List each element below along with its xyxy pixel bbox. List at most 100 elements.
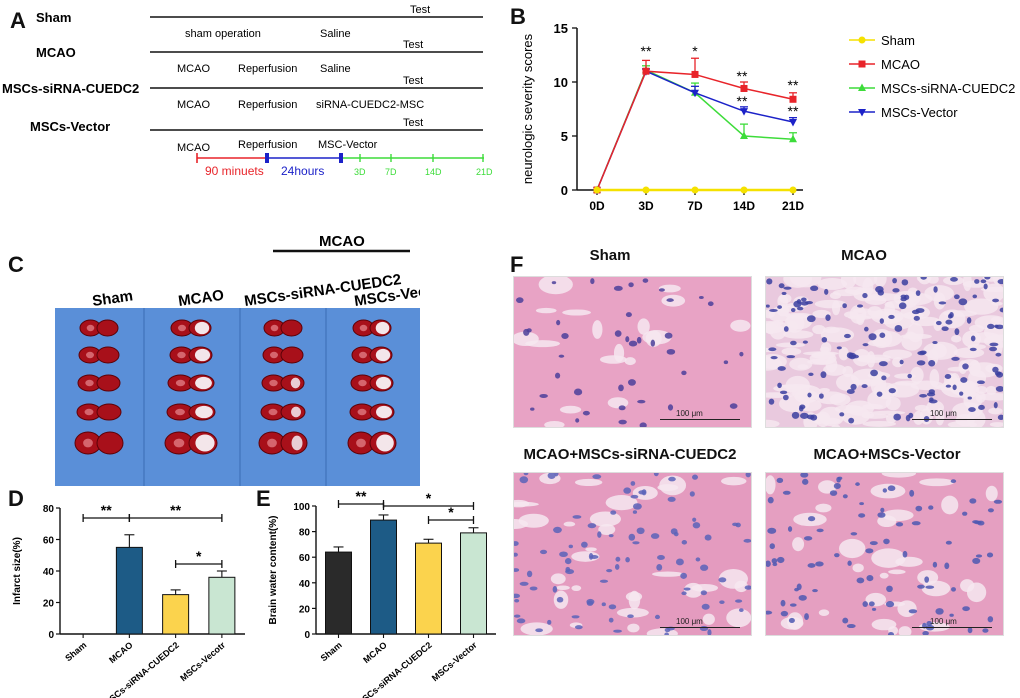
histology-nucleus — [807, 563, 816, 568]
histology-nucleus — [992, 366, 999, 373]
histology-nucleus — [625, 312, 632, 318]
chart-e-xtick-label: Sham — [319, 640, 344, 663]
chart-b-legend-marker — [858, 109, 866, 117]
histology-nucleus — [794, 587, 799, 592]
histology-nucleus — [514, 568, 520, 572]
brain-ventricle — [173, 438, 185, 448]
histology-vacuole — [784, 312, 813, 319]
histology-nucleus — [901, 279, 909, 286]
chart-b-point — [789, 118, 797, 127]
histology-nucleus — [980, 279, 987, 284]
histology-vacuole — [605, 494, 638, 511]
histology-nucleus — [928, 360, 936, 367]
histology-nucleus — [700, 590, 708, 596]
chart-e-xtick-label: MCAO — [361, 640, 388, 665]
histology-vacuole — [941, 495, 959, 515]
histology-nucleus — [950, 277, 958, 282]
event-sirna-mcao: MCAO — [177, 99, 210, 111]
panel-letter-b: B — [510, 4, 526, 29]
histology-vacuole — [985, 485, 998, 502]
row-test-sham: Test — [410, 4, 430, 16]
histology-vacuole — [702, 613, 715, 625]
histology-vacuole — [881, 473, 917, 478]
histology-nucleus — [848, 417, 855, 424]
panel-letter-f: F — [510, 252, 524, 277]
histology-vacuole — [607, 397, 629, 409]
histology-nucleus — [944, 373, 952, 380]
histology-nucleus — [887, 631, 895, 635]
brain-infarct — [375, 348, 391, 362]
histology-nucleus — [995, 352, 1002, 357]
histo-label-mcao: MCAO — [841, 247, 887, 264]
histology-image-mcao — [765, 276, 1004, 428]
histology-nucleus — [664, 332, 673, 339]
histology-nucleus — [551, 281, 557, 285]
histology-vacuole — [589, 511, 621, 527]
brain-ventricle — [175, 379, 186, 387]
histology-nucleus — [766, 304, 770, 308]
histology-vacuole — [625, 591, 643, 602]
histology-nucleus — [673, 531, 679, 537]
brain-slice-right — [96, 431, 124, 455]
histology-nucleus — [656, 564, 663, 571]
chart-b-ylabel: neurologic severity scores — [520, 33, 535, 184]
histology-nucleus — [917, 584, 925, 589]
chart-d-sig-label: ** — [101, 502, 112, 518]
histology-nucleus — [883, 538, 890, 545]
histology-vacuole — [885, 396, 901, 411]
histology-nucleus — [989, 342, 999, 347]
histology-nucleus — [869, 541, 878, 546]
chart-b-ytick-label: 10 — [554, 75, 568, 90]
brain-infarct — [376, 434, 394, 452]
panel-letter-a: A — [10, 8, 26, 33]
histology-nucleus — [777, 305, 782, 309]
histology-nucleus — [681, 540, 688, 545]
histology-vacuole — [848, 315, 873, 320]
histology-nucleus — [938, 301, 947, 305]
histology-vacuole — [892, 356, 904, 368]
histology-nucleus — [892, 277, 897, 284]
histology-vacuole — [829, 292, 842, 299]
histology-vacuole — [968, 360, 981, 377]
histology-nucleus — [719, 600, 725, 604]
chart-d-sig-label: ** — [170, 502, 181, 518]
scale-text-2: 100 μm — [930, 409, 957, 418]
scale-text-1: 100 μm — [676, 409, 703, 418]
histology-nucleus — [539, 393, 548, 399]
histology-nucleus — [637, 399, 646, 404]
histology-nucleus — [555, 372, 561, 379]
histology-nucleus — [556, 596, 564, 603]
row-test-mcao: Test — [403, 39, 423, 51]
histology-nucleus — [636, 527, 645, 535]
chart-b-ytick-label: 15 — [554, 21, 568, 36]
chart-b-legend-label: MSCs-siRNA-CUEDC2 — [881, 81, 1015, 96]
histology-nucleus — [850, 383, 857, 391]
histology-nucleus — [949, 613, 954, 617]
histology-nucleus — [556, 319, 561, 326]
histology-nucleus — [887, 485, 896, 492]
histology-vacuole — [544, 420, 565, 427]
scale-text-4: 100 μm — [930, 617, 957, 626]
histology-vacuole — [562, 309, 591, 316]
histology-nucleus — [780, 599, 786, 607]
histology-nucleus — [796, 299, 802, 304]
histology-vacuole — [839, 538, 866, 559]
histology-nucleus — [658, 288, 665, 292]
histology-nucleus — [987, 616, 994, 623]
histology-nucleus — [767, 496, 774, 504]
histology-nucleus — [834, 553, 840, 558]
histology-vacuole — [823, 364, 847, 376]
histology-vacuole — [870, 375, 887, 396]
timeline-label-24h: 24hours — [281, 164, 324, 178]
histo-label-sirna: MCAO+MSCs-siRNA-CUEDC2 — [523, 446, 737, 463]
histology-vacuole — [861, 413, 889, 419]
group-label-vector: MSCs-Vector — [30, 119, 110, 134]
brain-slice-right — [96, 374, 121, 392]
histology-vacuole — [888, 569, 906, 575]
histology-nucleus — [995, 386, 1003, 392]
histology-nucleus — [769, 308, 778, 312]
histology-nucleus — [864, 326, 869, 332]
histology-vacuole — [921, 580, 951, 597]
histology-vacuole — [766, 321, 777, 335]
histology-nucleus — [973, 520, 982, 525]
